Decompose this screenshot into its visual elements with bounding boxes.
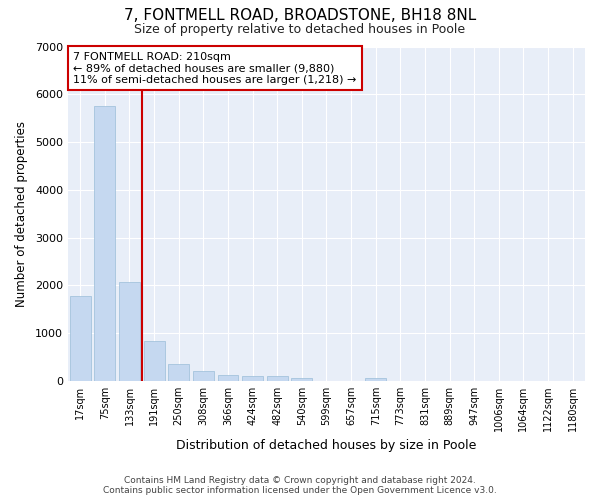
Bar <box>218 375 238 381</box>
Text: 7, FONTMELL ROAD, BROADSTONE, BH18 8NL: 7, FONTMELL ROAD, BROADSTONE, BH18 8NL <box>124 8 476 22</box>
Bar <box>292 378 313 381</box>
Bar <box>143 341 164 381</box>
Text: 7 FONTMELL ROAD: 210sqm
← 89% of detached houses are smaller (9,880)
11% of semi: 7 FONTMELL ROAD: 210sqm ← 89% of detache… <box>73 52 356 84</box>
Text: Size of property relative to detached houses in Poole: Size of property relative to detached ho… <box>134 22 466 36</box>
Bar <box>94 106 115 381</box>
X-axis label: Distribution of detached houses by size in Poole: Distribution of detached houses by size … <box>176 440 476 452</box>
Bar <box>242 376 263 381</box>
Bar <box>365 378 386 381</box>
Bar <box>168 364 189 381</box>
Bar <box>119 282 140 381</box>
Text: Contains HM Land Registry data © Crown copyright and database right 2024.
Contai: Contains HM Land Registry data © Crown c… <box>103 476 497 495</box>
Bar <box>70 296 91 381</box>
Bar <box>193 372 214 381</box>
Bar <box>267 376 287 381</box>
Y-axis label: Number of detached properties: Number of detached properties <box>15 120 28 306</box>
